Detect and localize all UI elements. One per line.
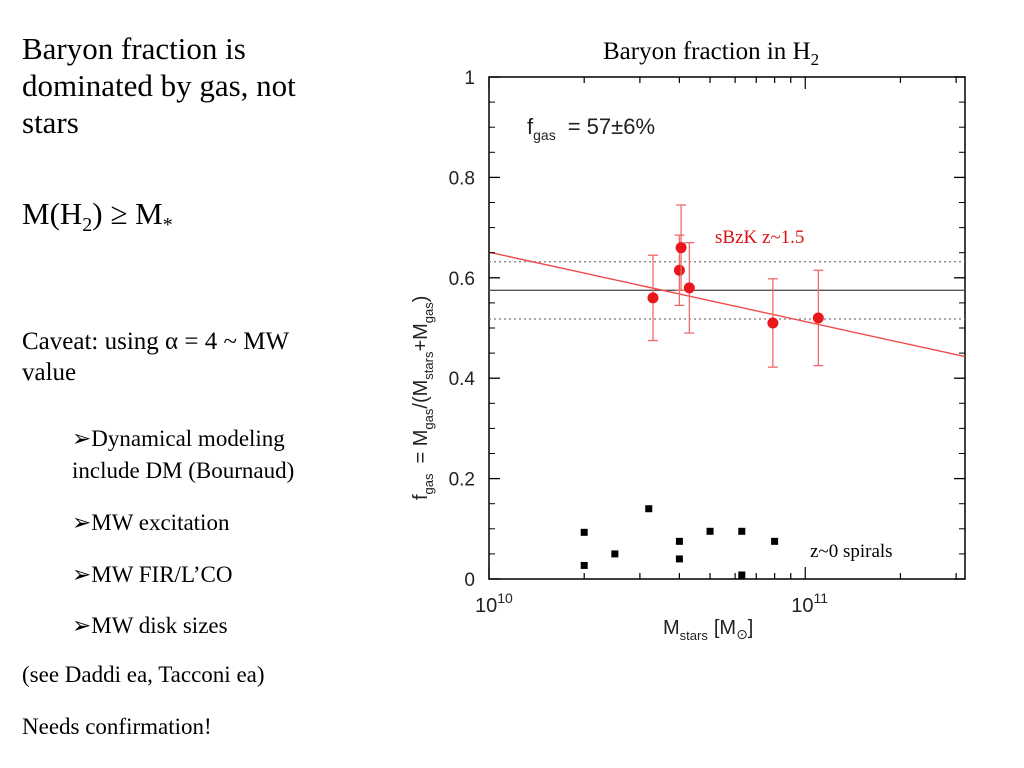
- y-axis-label: fgas= Mgas/(Mstars+Mgas): [410, 296, 436, 500]
- series-label-sbzk: sBzK z~1.5: [715, 227, 804, 248]
- y-tick-label: 0.6: [449, 269, 475, 290]
- chart-title: Baryon fraction in H2: [603, 38, 819, 70]
- data-point-sbzk: [683, 282, 695, 294]
- mass-relation-star: *: [162, 214, 173, 237]
- mass-relation-main: M(H: [22, 196, 83, 231]
- y-tick-label: 0.4: [449, 369, 476, 390]
- x-tick-label: 1010: [475, 590, 513, 617]
- data-point-spiral: [738, 527, 746, 535]
- see-also-text: (see Daddi ea, Tacconi ea): [22, 662, 265, 687]
- data-point-spiral: [675, 555, 683, 563]
- bullet-dynamical: ➢Dynamical modeling: [72, 426, 285, 451]
- chart-title-sub: 2: [810, 50, 820, 69]
- data-point-spiral: [645, 505, 653, 513]
- chart-title-main: Baryon fraction in H: [603, 38, 811, 65]
- needs-confirmation-text: Needs confirmation!: [22, 714, 212, 739]
- data-point-sbzk: [675, 242, 687, 254]
- data-point-spiral: [771, 537, 779, 545]
- x-tick-label: 1011: [791, 590, 828, 617]
- caveat-text: Caveat: using α = 4 ~ MW value: [22, 328, 289, 387]
- data-point-sbzk: [647, 292, 659, 304]
- data-point-spiral: [580, 528, 588, 536]
- data-point-sbzk: [812, 312, 824, 324]
- data-point-sbzk: [673, 264, 685, 276]
- plot-frame: [488, 76, 966, 580]
- slide-heading: Baryon fraction is dominated by gas, not…: [22, 31, 296, 141]
- data-point-spiral: [611, 550, 619, 558]
- data-point-spiral: [706, 527, 714, 535]
- y-tick-label: 1: [464, 68, 475, 89]
- bullet-fir: ➢MW FIR/L’CO: [72, 562, 233, 587]
- mass-relation: M(H2) ≥ M*: [22, 196, 173, 237]
- mass-relation-sub: 2: [82, 214, 93, 237]
- mass-relation-rest: ) ≥ M: [92, 196, 163, 231]
- fgas-annotation: fgas = 57±6%: [527, 114, 655, 143]
- data-point-sbzk: [767, 317, 779, 329]
- y-tick-label: 0: [464, 570, 475, 591]
- y-tick-label: 0.8: [449, 168, 475, 189]
- y-tick-label: 0.2: [449, 470, 475, 491]
- series-label-spirals: z~0 spirals: [810, 541, 893, 562]
- bullet-dynamical-cont: include DM (Bournaud): [72, 458, 295, 483]
- bullet-disk-sizes: ➢MW disk sizes: [72, 613, 228, 638]
- data-point-spiral: [738, 571, 746, 579]
- bullet-excitation: ➢MW excitation: [72, 510, 230, 535]
- data-point-spiral: [580, 561, 588, 569]
- x-axis-label: Mstars [M⊙]: [663, 617, 753, 643]
- data-point-spiral: [675, 537, 683, 545]
- fit-line: [488, 251, 966, 358]
